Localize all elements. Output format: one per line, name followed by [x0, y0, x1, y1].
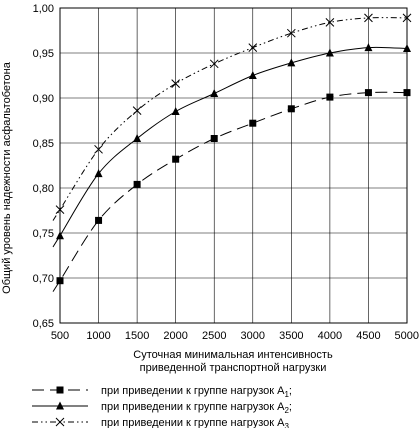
data-point-square — [172, 155, 180, 163]
data-point-square — [287, 105, 295, 113]
data-point-cross — [248, 43, 258, 52]
y-axis: 0,65 0,70 0,75 0,80 0,85 0,90 0,95 1,00 — [33, 3, 54, 330]
data-point-triangle — [56, 401, 64, 410]
x-tick-label: 1000 — [86, 330, 110, 342]
data-point-triangle — [248, 71, 257, 79]
x-tick-label: 4000 — [318, 330, 342, 342]
y-tick-label: 0,75 — [33, 228, 54, 240]
data-point-cross — [364, 13, 373, 23]
series-1 — [52, 89, 411, 292]
x-tick-label: 1500 — [125, 330, 149, 342]
y-tick-label: 0,80 — [33, 183, 54, 195]
legend-label: при приведении к группе нагрузок А2; — [101, 401, 292, 415]
data-point-triangle — [325, 48, 334, 57]
series-2 — [52, 43, 411, 248]
data-point-square — [249, 119, 257, 127]
y-tick-label: 0,85 — [33, 138, 54, 150]
legend-item-2: при приведении к группе нагрузок А2; — [32, 401, 292, 415]
data-point-square — [364, 89, 372, 97]
series-line — [52, 46, 408, 248]
x-tick-label: 2000 — [163, 330, 187, 342]
grid — [59, 7, 408, 324]
x-tick-label: 3000 — [241, 330, 265, 342]
data-point-cross — [402, 13, 412, 23]
plot-frame — [59, 7, 408, 324]
legend-label: при приведении к группе нагрузок А3 — [101, 417, 289, 428]
data-point-triangle — [56, 231, 64, 240]
x-tick-label: 4500 — [356, 330, 380, 342]
data-point-triangle — [403, 44, 411, 52]
data-point-triangle — [287, 58, 296, 67]
series-layer — [52, 13, 412, 292]
data-point-cross — [286, 28, 296, 38]
y-tick-label: 1,00 — [33, 3, 54, 15]
legend: при приведении к группе нагрузок А1; при … — [32, 385, 292, 428]
series-line — [52, 91, 408, 292]
data-point-triangle — [210, 89, 219, 97]
y-tick-label: 0,70 — [33, 273, 54, 285]
data-point-cross — [55, 417, 65, 427]
data-point-square — [95, 216, 103, 224]
x-axis-label: Суточная минимальная интенсивность привед… — [133, 349, 333, 374]
y-tick-label: 0,90 — [33, 93, 54, 105]
data-point-cross — [94, 144, 103, 154]
x-tick-label: 500 — [51, 330, 69, 342]
data-point-square — [326, 93, 334, 101]
data-point-square — [210, 135, 218, 142]
data-point-cross — [55, 205, 65, 214]
y-tick-label: 0,65 — [33, 318, 54, 330]
data-point-cross — [132, 106, 142, 115]
data-point-triangle — [133, 134, 142, 142]
data-point-square — [133, 180, 141, 188]
data-point-cross — [209, 59, 219, 69]
x-tick-label: 5000 — [395, 330, 419, 342]
legend-label: при приведении к группе нагрузок А1; — [101, 385, 292, 399]
series-3 — [52, 13, 412, 221]
data-point-triangle — [94, 169, 103, 178]
y-tick-label: 0,95 — [33, 48, 54, 60]
series-line — [52, 17, 408, 221]
legend-item-3: при приведении к группе нагрузок А3 — [32, 417, 289, 428]
x-tick-label: 2500 — [202, 330, 226, 342]
data-point-triangle — [171, 107, 180, 115]
data-point-cross — [171, 79, 181, 88]
x-axis: 500 1000 1500 2000 2500 3000 3500 4000 4500 5000 — [51, 330, 419, 342]
data-point-triangle — [364, 43, 373, 52]
data-point-square — [56, 386, 64, 394]
x-tick-label: 3500 — [279, 330, 303, 342]
data-point-square — [403, 89, 411, 97]
data-point-cross — [325, 18, 335, 27]
legend-item-1: при приведении к группе нагрузок А1; — [32, 385, 292, 399]
y-axis-label: Общий уровень надежности асфальтобетона — [1, 61, 13, 294]
data-point-square — [56, 277, 64, 285]
